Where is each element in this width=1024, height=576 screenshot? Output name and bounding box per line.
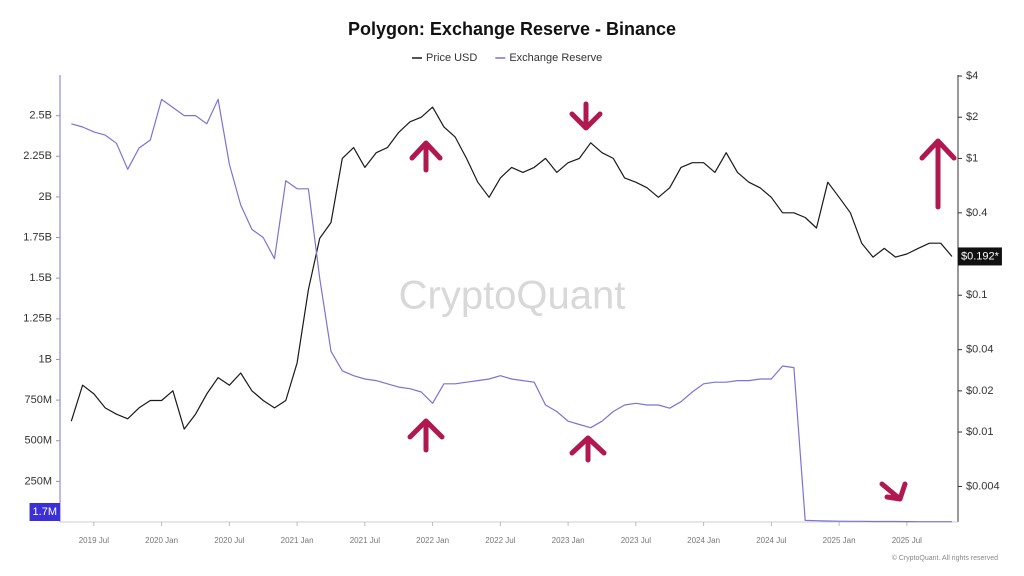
annotation-arrows — [407, 101, 957, 502]
arrow-up — [919, 138, 957, 210]
watermark: CryptoQuant — [399, 274, 626, 318]
y2-tick-label: $1 — [966, 152, 978, 164]
y-tick-label: 500M — [24, 435, 52, 447]
x-tick-label: 2021 Jul — [350, 536, 380, 545]
y2-tick-label: $0.02 — [966, 385, 994, 397]
y-tick-label: 1.75B — [23, 231, 52, 243]
x-tick-label: 2022 Jul — [485, 536, 515, 545]
y-tick-label: 250M — [24, 475, 52, 487]
y2-tick-label: $2 — [966, 111, 978, 123]
x-tick-label: 2020 Jan — [145, 536, 178, 545]
x-tick-label: 2023 Jul — [621, 536, 651, 545]
footnote: © CryptoQuant. All rights reserved — [892, 554, 998, 562]
series-line — [70, 106, 953, 430]
y2-tick-label: $0.1 — [966, 289, 987, 301]
x-tick-label: 2021 Jan — [281, 536, 314, 545]
x-tick-label: 2023 Jan — [552, 536, 585, 545]
arrow-up — [407, 418, 445, 453]
x-tick-label: 2024 Jan — [687, 536, 720, 545]
y-tick-label: 2B — [39, 191, 52, 203]
y2-tick-label: $0.01 — [966, 426, 994, 438]
arrow-down — [879, 481, 908, 502]
y-tick-label: 1.5B — [29, 272, 52, 284]
x-tick-label: 2020 Jul — [214, 536, 244, 545]
x-tick-label: 2019 Jul — [79, 536, 109, 545]
y-tick-label: 1.25B — [23, 313, 52, 325]
x-tick-label: 2024 Jul — [756, 536, 786, 545]
series-line — [71, 98, 952, 523]
chart-title: Polygon: Exchange Reserve - Binance — [348, 19, 676, 39]
arrow-down — [569, 101, 603, 131]
y-tick-label: 2.25B — [23, 150, 52, 162]
x-tick-label: 2025 Jan — [823, 536, 856, 545]
legend-label: Price USD — [426, 52, 477, 64]
y-tick-label: 2.5B — [29, 110, 52, 122]
y2-tick-label: $0.04 — [966, 344, 994, 356]
last-value-label: $0.192* — [961, 250, 1000, 262]
y2-tick-label: $0.004 — [966, 480, 1000, 492]
x-tick-label: 2022 Jan — [416, 536, 449, 545]
last-value-tag: $0.192* — [958, 247, 1002, 266]
last-value-tag: 1.7M — [29, 503, 60, 521]
y2-tick-label: $0.4 — [966, 207, 987, 219]
arrow-up — [569, 435, 607, 463]
legend-label: Exchange Reserve — [509, 52, 602, 64]
y-tick-label: 750M — [24, 394, 52, 406]
y-tick-label: 1B — [39, 353, 52, 365]
x-tick-label: 2025 Jul — [892, 536, 922, 545]
y2-tick-label: $4 — [966, 70, 978, 82]
arrow-up — [409, 140, 443, 173]
last-value-label: 1.7M — [33, 506, 57, 518]
last-value-box — [29, 503, 60, 521]
last-value-box — [958, 247, 1002, 266]
